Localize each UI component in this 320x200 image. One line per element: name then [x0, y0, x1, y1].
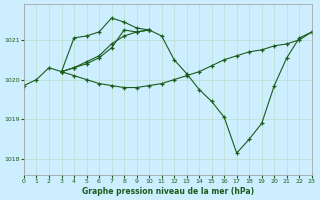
X-axis label: Graphe pression niveau de la mer (hPa): Graphe pression niveau de la mer (hPa) — [82, 187, 254, 196]
